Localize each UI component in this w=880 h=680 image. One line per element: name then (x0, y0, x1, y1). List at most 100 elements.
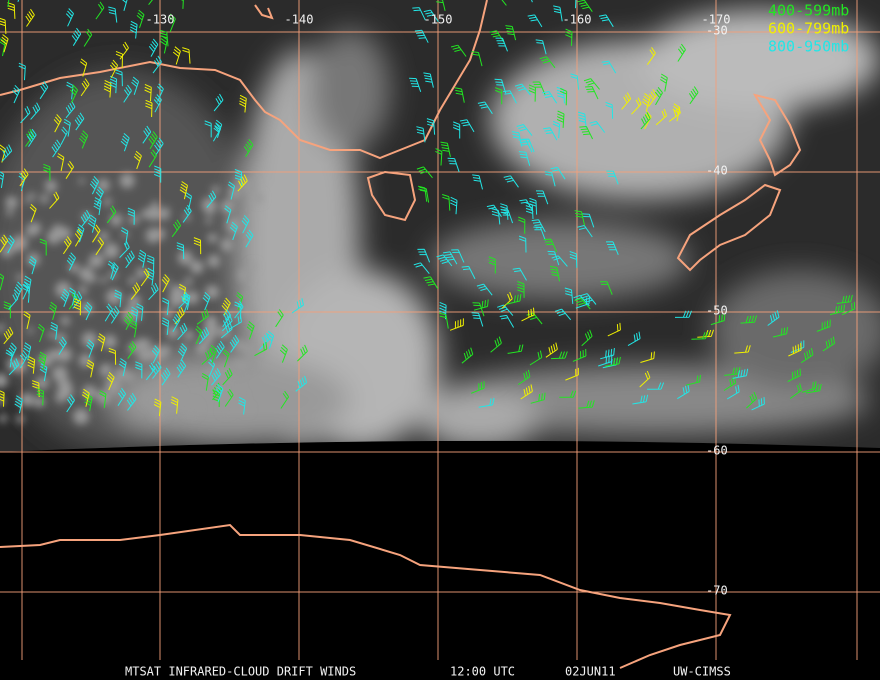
wind-barb (221, 297, 231, 316)
wind-barb (39, 238, 47, 256)
wind-barb (579, 126, 594, 140)
cloud-speckle (140, 209, 151, 219)
legend-entry: 600-799mb (768, 20, 849, 38)
wind-barb (87, 214, 97, 233)
wind-barb (528, 84, 536, 102)
wind-barb (50, 321, 58, 340)
wind-barb (131, 76, 140, 95)
cloud-speckle (96, 178, 110, 192)
cloud-speckle (28, 192, 36, 200)
wind-barb (115, 69, 123, 87)
wind-barb (691, 332, 709, 340)
wind-barb (647, 382, 665, 390)
cloud-speckle (0, 323, 5, 333)
wind-barb (161, 297, 170, 316)
wind-barb (161, 274, 170, 293)
wind-barb (476, 283, 493, 296)
wind-barb (241, 215, 250, 234)
wind-barb (123, 84, 132, 103)
wind-barb (552, 120, 561, 139)
wind-barb (569, 251, 578, 268)
wind-barb (136, 303, 144, 321)
wind-barb (471, 312, 484, 327)
wind-barb (66, 252, 76, 271)
cloud-speckle (237, 268, 251, 282)
wind-barb (238, 396, 246, 415)
longitude-label: -140 (285, 13, 314, 27)
longitude-label: -150 (424, 13, 453, 27)
wind-barb (154, 165, 162, 183)
wind-barb (43, 163, 51, 181)
wind-barb (450, 44, 467, 57)
wind-barb (518, 369, 531, 385)
wind-barb (297, 344, 308, 362)
wind-barb (585, 86, 599, 100)
wind-barb (246, 321, 255, 340)
wind-barb (103, 79, 112, 98)
wind-barb (0, 34, 9, 53)
wind-barb (119, 240, 130, 258)
wind-barb (201, 348, 213, 365)
wind-barb (0, 17, 7, 35)
wind-barb (245, 229, 254, 248)
wind-barb (489, 30, 505, 43)
wind-barb (654, 86, 663, 106)
wind-barb (3, 301, 11, 319)
wind-barb (800, 348, 814, 364)
wind-barb (160, 367, 171, 386)
wind-barb (148, 131, 158, 150)
wind-barb (0, 390, 5, 407)
wind-barb (639, 370, 651, 388)
wind-barb (125, 250, 135, 269)
wind-barb (65, 100, 76, 119)
wind-barb (436, 0, 446, 11)
wind-barb (503, 90, 517, 104)
wind-barb (222, 314, 233, 332)
wind-barb (526, 312, 543, 325)
wind-barb (531, 219, 546, 233)
wind-barb (549, 265, 560, 282)
wind-barb (453, 121, 461, 139)
cloud-speckle (20, 392, 35, 407)
wind-barb (655, 108, 668, 126)
wind-barb (81, 388, 90, 407)
wind-barb (574, 210, 585, 226)
wind-barb (1, 144, 13, 162)
wind-barb (553, 5, 563, 22)
cloud-speckle (103, 334, 117, 349)
wind-barb (529, 350, 543, 366)
wind-barb (565, 28, 573, 46)
wind-barb (120, 227, 129, 245)
cloud-speckle (142, 338, 152, 348)
wind-barb (25, 8, 35, 27)
wind-barb (426, 118, 436, 135)
wind-barb (237, 174, 248, 192)
wind-barb (122, 0, 128, 11)
wind-barb (129, 20, 138, 39)
cloud-speckle (78, 285, 88, 295)
wind-barb (110, 261, 119, 281)
wind-barb (646, 47, 656, 65)
wind-barb (7, 0, 10, 8)
cloud-speckle (146, 205, 162, 221)
wind-barb (500, 209, 514, 224)
wind-barb (30, 102, 41, 120)
cloud-speckle (218, 326, 231, 339)
cloud-speckle (184, 277, 193, 286)
wind-barb (58, 336, 67, 355)
cloud-speckle (6, 209, 14, 217)
wind-barb (201, 372, 209, 391)
wind-barb (20, 106, 31, 124)
wind-barb (788, 343, 802, 357)
wind-barb (598, 14, 614, 28)
wind-barb (172, 313, 181, 333)
wind-barb (68, 287, 76, 306)
wind-barb (130, 282, 141, 300)
wind-barb (196, 309, 209, 325)
cloud-speckle (242, 305, 255, 318)
wind-barb (527, 14, 543, 28)
wind-barb (507, 344, 524, 354)
wind-barb (18, 62, 26, 81)
cloud-speckle (27, 327, 34, 334)
